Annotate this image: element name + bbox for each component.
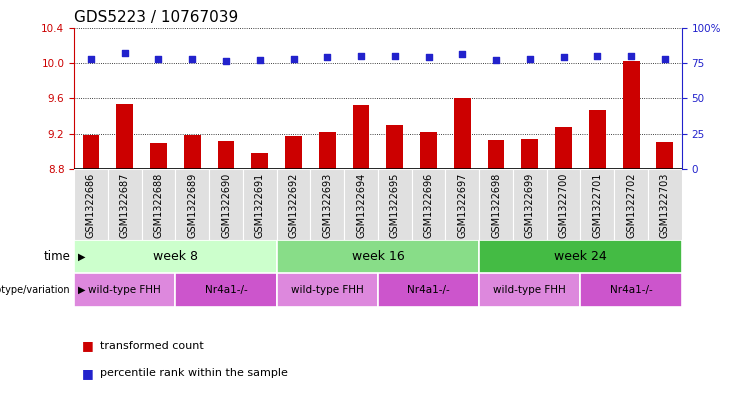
Bar <box>420 132 437 169</box>
Bar <box>344 169 378 240</box>
Text: Nr4a1-/-: Nr4a1-/- <box>610 285 653 295</box>
Bar <box>657 141 674 169</box>
Text: wild-type FHH: wild-type FHH <box>494 285 566 295</box>
Bar <box>386 125 403 169</box>
Bar <box>648 169 682 240</box>
Text: GSM1322690: GSM1322690 <box>221 173 231 238</box>
Bar <box>82 134 99 169</box>
Bar <box>116 105 133 169</box>
Text: week 24: week 24 <box>554 250 607 263</box>
Bar <box>580 169 614 240</box>
Text: GSM1322701: GSM1322701 <box>592 173 602 238</box>
Bar <box>276 169 310 240</box>
Text: GSM1322699: GSM1322699 <box>525 173 535 238</box>
Bar <box>276 273 378 307</box>
Bar <box>353 105 370 169</box>
Bar <box>142 169 176 240</box>
Bar <box>310 169 344 240</box>
Bar <box>378 169 412 240</box>
Text: percentile rank within the sample: percentile rank within the sample <box>100 368 288 378</box>
Text: GSM1322691: GSM1322691 <box>255 173 265 238</box>
Point <box>490 57 502 63</box>
Point <box>186 55 198 62</box>
Text: Nr4a1-/-: Nr4a1-/- <box>205 285 247 295</box>
Bar <box>412 169 445 240</box>
Text: GSM1322700: GSM1322700 <box>559 173 568 238</box>
Text: transformed count: transformed count <box>100 341 204 351</box>
Text: ■: ■ <box>82 339 93 353</box>
Bar <box>176 273 276 307</box>
Point <box>422 54 434 61</box>
Text: week 16: week 16 <box>351 250 405 263</box>
Point <box>254 57 266 63</box>
Bar <box>74 169 108 240</box>
Bar <box>513 169 547 240</box>
Bar <box>614 169 648 240</box>
Bar <box>150 143 167 169</box>
Text: GSM1322687: GSM1322687 <box>120 173 130 238</box>
Bar <box>589 110 605 169</box>
Point <box>558 54 570 61</box>
Text: GSM1322686: GSM1322686 <box>86 173 96 238</box>
Text: Nr4a1-/-: Nr4a1-/- <box>407 285 450 295</box>
Bar <box>176 169 209 240</box>
Text: week 8: week 8 <box>153 250 198 263</box>
Bar <box>209 169 243 240</box>
Text: ▶: ▶ <box>78 252 85 261</box>
Point <box>85 55 97 62</box>
Bar <box>184 134 201 169</box>
Point <box>389 53 401 59</box>
Text: GSM1322695: GSM1322695 <box>390 173 400 238</box>
Text: GSM1322696: GSM1322696 <box>424 173 433 238</box>
Text: GDS5223 / 10767039: GDS5223 / 10767039 <box>74 10 239 25</box>
Text: GSM1322694: GSM1322694 <box>356 173 366 238</box>
Text: wild-type FHH: wild-type FHH <box>291 285 364 295</box>
Point <box>524 55 536 62</box>
Point <box>659 55 671 62</box>
Bar <box>74 273 176 307</box>
Text: time: time <box>44 250 70 263</box>
Bar <box>319 132 336 169</box>
Bar <box>580 273 682 307</box>
Point <box>625 53 637 59</box>
Point <box>220 58 232 64</box>
Point <box>119 50 130 56</box>
Text: GSM1322692: GSM1322692 <box>288 173 299 238</box>
Bar <box>547 169 580 240</box>
Point <box>153 55 165 62</box>
Bar <box>445 169 479 240</box>
Point <box>456 51 468 57</box>
Text: GSM1322698: GSM1322698 <box>491 173 501 238</box>
Bar <box>522 139 538 169</box>
Text: ■: ■ <box>82 367 93 380</box>
Bar <box>479 240 682 273</box>
Text: ▶: ▶ <box>78 285 85 295</box>
Bar <box>285 136 302 169</box>
Text: GSM1322697: GSM1322697 <box>457 173 468 238</box>
Point <box>355 53 367 59</box>
Bar <box>479 169 513 240</box>
Text: GSM1322693: GSM1322693 <box>322 173 332 238</box>
Text: wild-type FHH: wild-type FHH <box>88 285 161 295</box>
Bar <box>488 140 505 169</box>
Point <box>591 53 603 59</box>
Text: genotype/variation: genotype/variation <box>0 285 70 295</box>
Text: GSM1322703: GSM1322703 <box>659 173 670 238</box>
Bar <box>108 169 142 240</box>
Bar <box>555 127 572 169</box>
Bar <box>479 273 580 307</box>
Text: GSM1322688: GSM1322688 <box>153 173 164 238</box>
Point <box>288 55 299 62</box>
Bar <box>453 98 471 169</box>
Bar <box>243 169 276 240</box>
Bar <box>276 240 479 273</box>
Bar <box>74 240 276 273</box>
Point <box>322 54 333 61</box>
Bar <box>251 153 268 169</box>
Text: GSM1322702: GSM1322702 <box>626 173 636 238</box>
Bar <box>378 273 479 307</box>
Text: GSM1322689: GSM1322689 <box>187 173 197 238</box>
Bar <box>622 61 639 169</box>
Bar <box>218 141 234 169</box>
